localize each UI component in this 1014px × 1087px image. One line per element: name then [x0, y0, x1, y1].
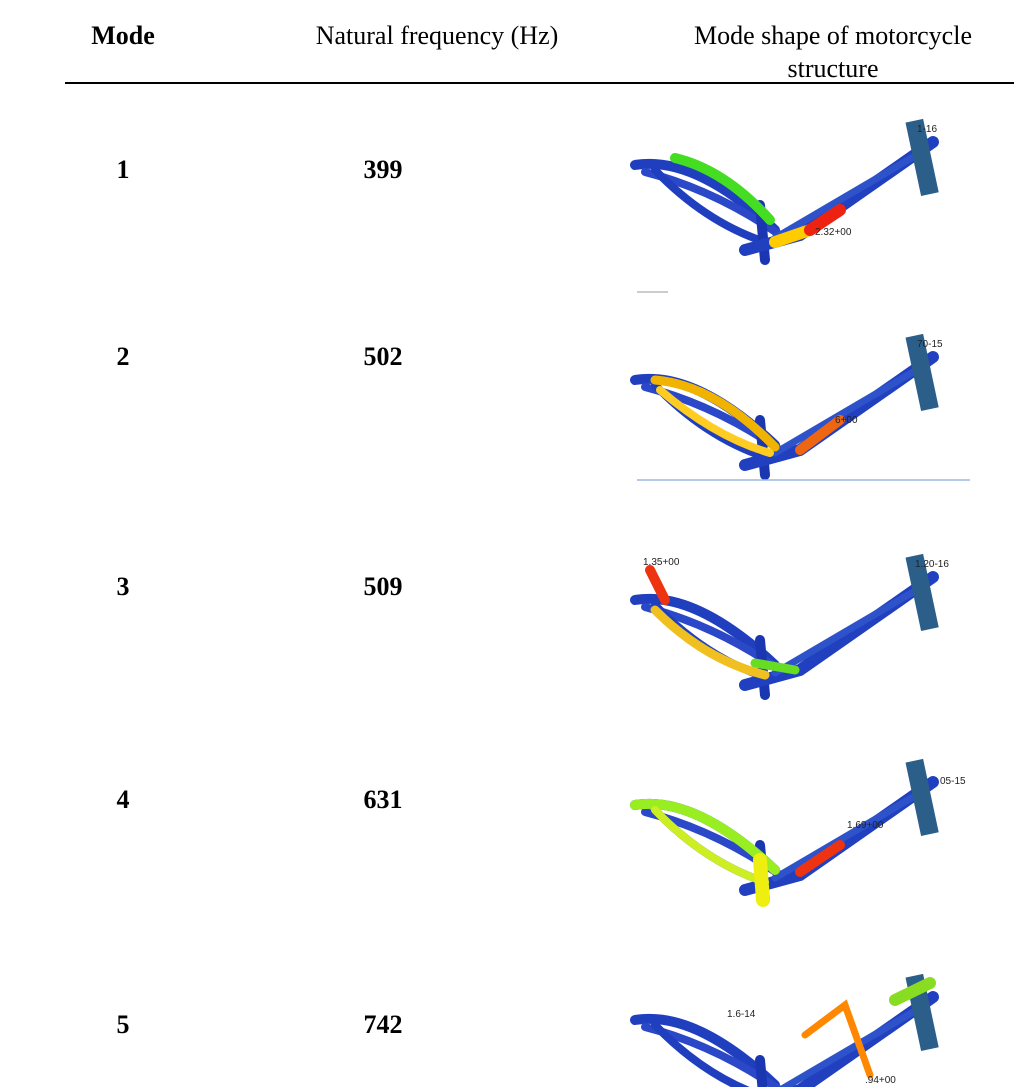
annotation: 70-15 [917, 339, 943, 350]
annotation: 1.6-14 [727, 1009, 756, 1020]
mode-cell: 4 [117, 785, 130, 814]
header-cell: Mode [91, 21, 155, 50]
mode-shape-image: 1.6-14 .94+00 [635, 974, 939, 1087]
mode-shape-image: 05-15 1.69+00 [635, 759, 966, 900]
annotation: 05-15 [940, 776, 966, 787]
frequency-cell: 399 [364, 155, 403, 184]
mode-shape-image: 1-16 2.32+00 [635, 119, 939, 260]
header-cell: Natural frequency (Hz) [316, 21, 559, 50]
mode-cell: 5 [117, 1010, 130, 1039]
mode-shape-image: 70-15 6+00 [635, 334, 943, 475]
annotation: 1.35+00 [643, 557, 680, 568]
mode-cell: 3 [117, 572, 130, 601]
annotation: 1.20-16 [915, 559, 949, 570]
mode-cell: 2 [117, 342, 130, 371]
frequency-cell: 631 [364, 785, 403, 814]
annotation: .94+00 [865, 1075, 896, 1086]
frequency-cell: 502 [364, 342, 403, 371]
table-page: Mode Natural frequency (Hz) Mode shape o… [0, 0, 1014, 1087]
annotation: 6+00 [835, 415, 858, 426]
mode-cell: 1 [117, 155, 130, 184]
annotation: 2.32+00 [815, 227, 852, 238]
table-header: Mode Natural frequency (Hz) Mode shape o… [65, 21, 1014, 83]
annotation: 1-16 [917, 124, 937, 135]
frequency-cell: 742 [364, 1010, 403, 1039]
annotation: 1.69+00 [847, 820, 884, 831]
frequency-cell: 509 [364, 572, 403, 601]
mode-shape-image: 1.35+00 1.20-16 [635, 554, 949, 695]
table-body: 1 399 2 502 3 509 4 631 5 742 [117, 155, 403, 1039]
